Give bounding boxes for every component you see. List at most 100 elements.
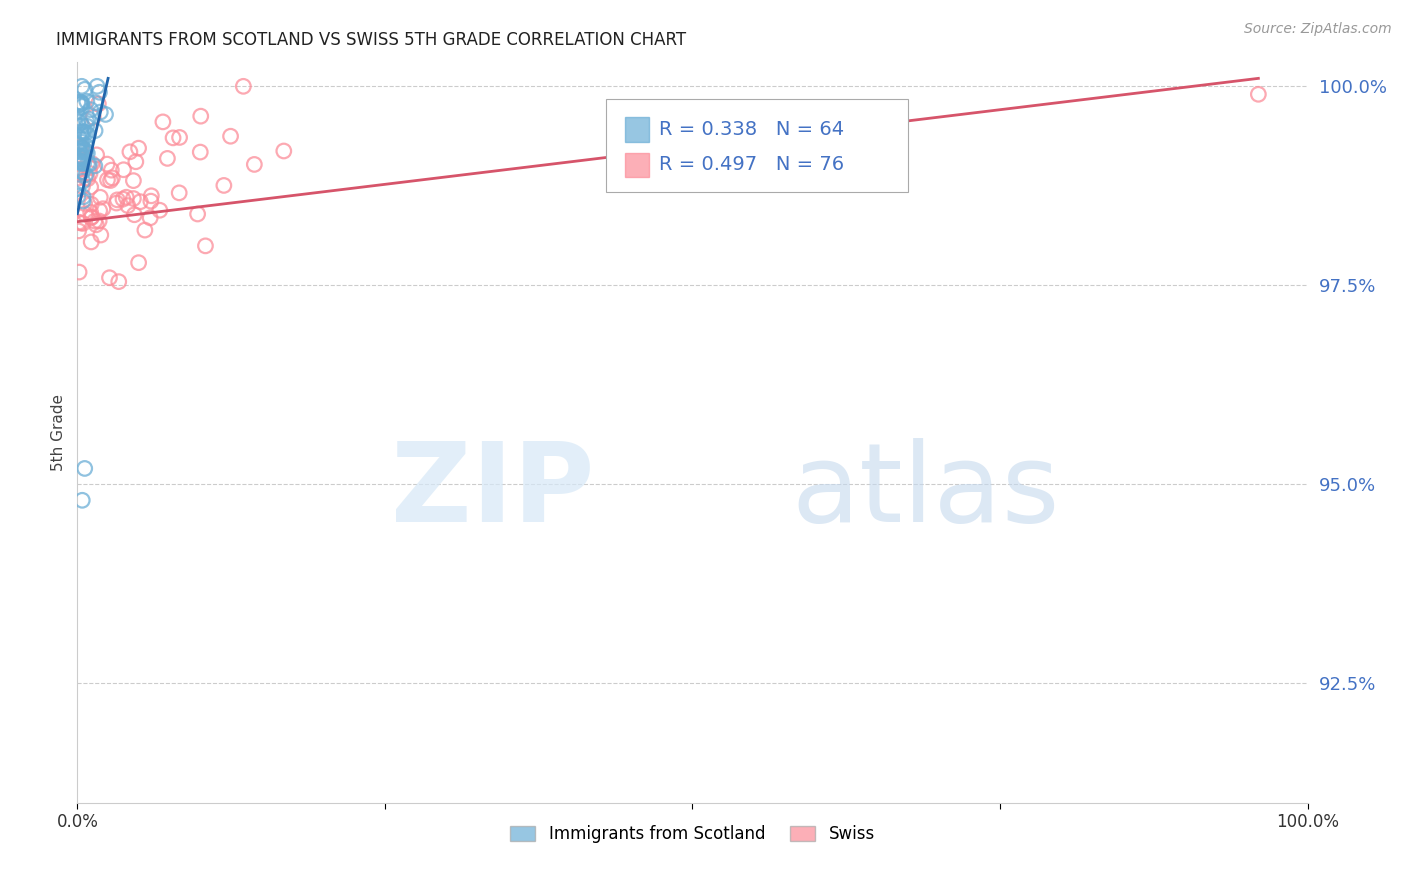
Point <box>72 156 94 170</box>
Point <box>70 150 93 164</box>
Point <box>79 157 101 171</box>
Point <box>66 182 89 196</box>
Point <box>212 178 235 193</box>
Point <box>125 154 148 169</box>
Point <box>100 173 122 187</box>
Point <box>76 156 98 170</box>
Text: atlas: atlas <box>792 438 1059 545</box>
Point <box>70 165 93 179</box>
Point <box>67 153 90 168</box>
Point <box>112 162 135 177</box>
Point <box>129 194 152 209</box>
Point <box>72 216 94 230</box>
Point <box>70 149 93 163</box>
Point <box>70 156 93 170</box>
Point <box>69 125 91 139</box>
Point <box>128 141 150 155</box>
Point <box>75 113 97 128</box>
Point <box>70 128 93 143</box>
Point <box>69 145 91 159</box>
Point <box>72 179 94 194</box>
Point <box>139 211 162 225</box>
Point <box>139 194 162 209</box>
Point <box>100 163 122 178</box>
Point <box>72 194 94 208</box>
Point <box>98 270 121 285</box>
Point <box>167 186 190 200</box>
Point <box>89 190 111 204</box>
Point <box>67 215 90 229</box>
Point <box>67 119 90 133</box>
Point <box>66 137 89 152</box>
Point <box>80 235 103 249</box>
Point <box>79 167 101 181</box>
Point <box>69 166 91 180</box>
Point <box>72 164 94 178</box>
Point <box>80 156 103 170</box>
Point <box>162 131 184 145</box>
Point <box>77 112 100 126</box>
Point <box>73 196 96 211</box>
Point <box>107 275 129 289</box>
Point <box>90 227 112 242</box>
Point <box>67 152 90 166</box>
Point <box>169 130 191 145</box>
Point <box>69 161 91 176</box>
Point <box>83 214 105 228</box>
Point <box>66 153 89 167</box>
Text: R = 0.497   N = 76: R = 0.497 N = 76 <box>659 155 845 174</box>
Text: ZIP: ZIP <box>391 438 595 545</box>
Point <box>67 265 90 279</box>
Point <box>243 157 266 171</box>
Point <box>67 171 90 186</box>
Point <box>79 205 101 219</box>
Point <box>94 107 117 121</box>
Point <box>76 119 98 133</box>
Point <box>69 97 91 112</box>
Point <box>75 171 97 186</box>
Point <box>76 95 98 109</box>
FancyBboxPatch shape <box>606 99 908 192</box>
Point <box>122 174 145 188</box>
Point <box>69 154 91 169</box>
Text: R = 0.338   N = 64: R = 0.338 N = 64 <box>659 120 845 138</box>
Point <box>70 79 93 94</box>
Point <box>66 189 89 203</box>
Point <box>149 203 172 218</box>
Point <box>75 138 97 153</box>
Point <box>91 202 114 216</box>
Point <box>72 99 94 113</box>
Point <box>156 152 179 166</box>
Point <box>141 188 163 202</box>
Point <box>70 135 93 149</box>
Point <box>111 192 134 206</box>
Point <box>70 119 93 133</box>
Point <box>73 82 96 96</box>
Point <box>134 223 156 237</box>
Point <box>70 97 93 112</box>
Point <box>87 96 110 111</box>
Point <box>72 151 94 165</box>
Point <box>80 197 103 211</box>
Point <box>80 103 103 117</box>
Point <box>83 159 105 173</box>
Point <box>67 149 90 163</box>
Point <box>69 155 91 169</box>
Point <box>69 95 91 110</box>
Point <box>117 198 139 212</box>
Point <box>124 208 146 222</box>
Point <box>89 85 111 99</box>
Point <box>76 146 98 161</box>
Point <box>79 180 101 194</box>
Point <box>219 129 242 144</box>
Point <box>89 203 111 218</box>
FancyBboxPatch shape <box>624 117 650 142</box>
Point <box>77 128 100 142</box>
Point <box>75 126 97 140</box>
Point <box>89 105 111 120</box>
Y-axis label: 5th Grade: 5th Grade <box>51 394 66 471</box>
Point <box>72 174 94 188</box>
Point <box>75 143 97 157</box>
FancyBboxPatch shape <box>624 153 650 178</box>
Point <box>187 207 209 221</box>
